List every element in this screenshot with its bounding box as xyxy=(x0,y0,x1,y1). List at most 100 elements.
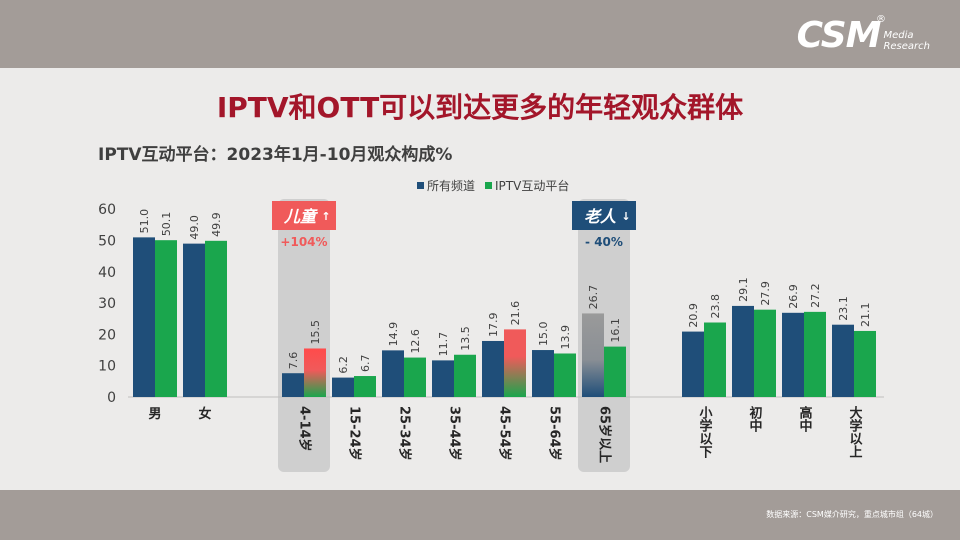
data-label: 6.7 xyxy=(359,355,372,373)
bar-all-channels xyxy=(482,340,504,397)
bar-iptv xyxy=(704,322,726,397)
bar-iptv xyxy=(754,309,776,397)
data-label: 15.5 xyxy=(309,320,322,345)
registered-mark: ® xyxy=(876,14,886,25)
data-label: 27.2 xyxy=(809,283,822,308)
bar-iptv xyxy=(404,357,426,397)
highlight-band-children xyxy=(278,199,330,472)
footer-bar xyxy=(0,490,960,540)
data-label: 20.9 xyxy=(687,303,700,328)
bar-iptv xyxy=(504,329,526,397)
chart-subtitle: IPTV互动平台：2023年1月-10月观众构成% xyxy=(98,145,453,165)
data-label: 14.9 xyxy=(387,322,400,347)
bar-all-channels xyxy=(532,350,554,397)
bar-iptv xyxy=(155,240,177,397)
bar-iptv xyxy=(854,330,876,397)
data-label: 23.8 xyxy=(709,294,722,319)
data-label: 21.1 xyxy=(859,302,872,327)
x-category-label: 4-14岁 xyxy=(297,406,313,452)
y-tick-label: 30 xyxy=(98,296,116,312)
data-label: 12.6 xyxy=(409,329,422,354)
data-label: 49.9 xyxy=(210,212,223,237)
y-tick-label: 40 xyxy=(98,265,116,281)
x-category-label: 高中 xyxy=(797,405,813,433)
data-label: 23.1 xyxy=(837,296,850,321)
children-badge xyxy=(272,201,336,230)
bar-all-channels xyxy=(732,305,754,397)
legend-swatch-iptv xyxy=(485,182,493,189)
data-source-note: 数据来源：CSM媒介研究，重点城市组（64城） xyxy=(766,510,938,519)
bar-iptv xyxy=(604,346,626,397)
x-category-label: 45-54岁 xyxy=(497,406,513,461)
bar-all-channels xyxy=(133,237,155,397)
legend-item-iptv: IPTV互动平台 xyxy=(485,177,569,194)
x-category-label: 小学以下 xyxy=(697,406,713,459)
data-label: 49.0 xyxy=(188,215,201,240)
logo-text: CSM xyxy=(796,15,882,56)
legend-label-all-channels: 所有频道 xyxy=(427,179,476,193)
change-percent-label: - 40% xyxy=(585,235,623,249)
page-title: IPTV和OTT可以到达更多的年轻观众群体 xyxy=(216,91,744,124)
bar-all-channels xyxy=(582,313,604,397)
legend-swatch-all-channels xyxy=(417,182,424,189)
x-category-label: 初中 xyxy=(747,405,763,433)
x-category-text: 高中 xyxy=(797,405,813,433)
data-label: 17.9 xyxy=(487,312,500,337)
x-category-text: 小学以下 xyxy=(697,406,713,459)
bar-iptv xyxy=(554,353,576,397)
x-category-label: 大学以上 xyxy=(847,405,863,458)
y-tick-label: 60 xyxy=(98,202,116,218)
data-label: 26.9 xyxy=(787,284,800,309)
data-label: 7.6 xyxy=(287,352,300,370)
y-tick-label: 20 xyxy=(98,327,116,343)
data-label: 13.5 xyxy=(459,326,472,351)
x-category-label: 15-24岁 xyxy=(347,406,363,461)
logo-sub-media: Media xyxy=(883,30,914,41)
data-label: 21.6 xyxy=(509,301,522,326)
bar-all-channels xyxy=(782,312,804,397)
bar-iptv xyxy=(454,354,476,397)
bar-chart: 0 10 20 30 40 50 60 51.0 49.0 7.6 6.2 14.9 11.7 17.9… xyxy=(98,199,884,472)
x-category-label: 65岁以上 xyxy=(597,406,613,463)
x-category-text: 大学以上 xyxy=(847,405,863,458)
data-label: 50.1 xyxy=(160,212,173,237)
badge-label: 老人 xyxy=(584,207,617,226)
data-label: 16.1 xyxy=(609,318,622,343)
y-tick-label: 10 xyxy=(98,359,116,375)
bar-all-channels xyxy=(432,360,454,397)
data-label: 51.0 xyxy=(138,209,151,234)
data-label: 27.9 xyxy=(759,281,772,306)
csm-logo: CSM Media Research ® xyxy=(796,14,930,56)
data-label: 6.2 xyxy=(337,356,350,374)
legend-label-iptv: IPTV互动平台 xyxy=(495,179,570,193)
x-category-label: 35-44岁 xyxy=(447,406,463,461)
bar-all-channels xyxy=(183,243,205,397)
chart-legend: 所有频道 IPTV互动平台 xyxy=(417,177,579,194)
logo-sub-research: Research xyxy=(883,41,930,52)
bar-all-channels xyxy=(382,350,404,397)
bar-all-channels xyxy=(832,324,854,397)
bar-all-channels xyxy=(282,373,304,397)
data-label: 13.9 xyxy=(559,325,572,350)
data-label: 26.7 xyxy=(587,285,600,310)
bar-iptv xyxy=(804,311,826,397)
badge-label: 儿童 xyxy=(283,207,319,226)
x-category-label: 女 xyxy=(198,406,211,422)
data-label: 15.0 xyxy=(537,322,550,347)
bar-iptv xyxy=(304,348,326,397)
x-category-label: 男 xyxy=(148,407,161,422)
header-bar: CSM Media Research ® xyxy=(0,0,960,68)
up-arrow-icon: ↑ xyxy=(321,210,330,223)
x-category-label: 55-64岁 xyxy=(547,406,563,461)
y-tick-label: 50 xyxy=(98,234,116,250)
seniors-badge xyxy=(572,201,636,230)
legend-item-all-channels: 所有频道 xyxy=(417,177,475,194)
bar-all-channels xyxy=(682,331,704,397)
change-percent-label: +104% xyxy=(280,235,327,249)
down-arrow-icon: ↓ xyxy=(621,210,630,223)
data-label: 11.7 xyxy=(437,332,450,357)
bar-iptv xyxy=(354,376,376,397)
x-category-label: 25-34岁 xyxy=(397,406,413,461)
logo-subtext: Media Research xyxy=(883,30,930,52)
x-category-text: 初中 xyxy=(747,405,763,433)
